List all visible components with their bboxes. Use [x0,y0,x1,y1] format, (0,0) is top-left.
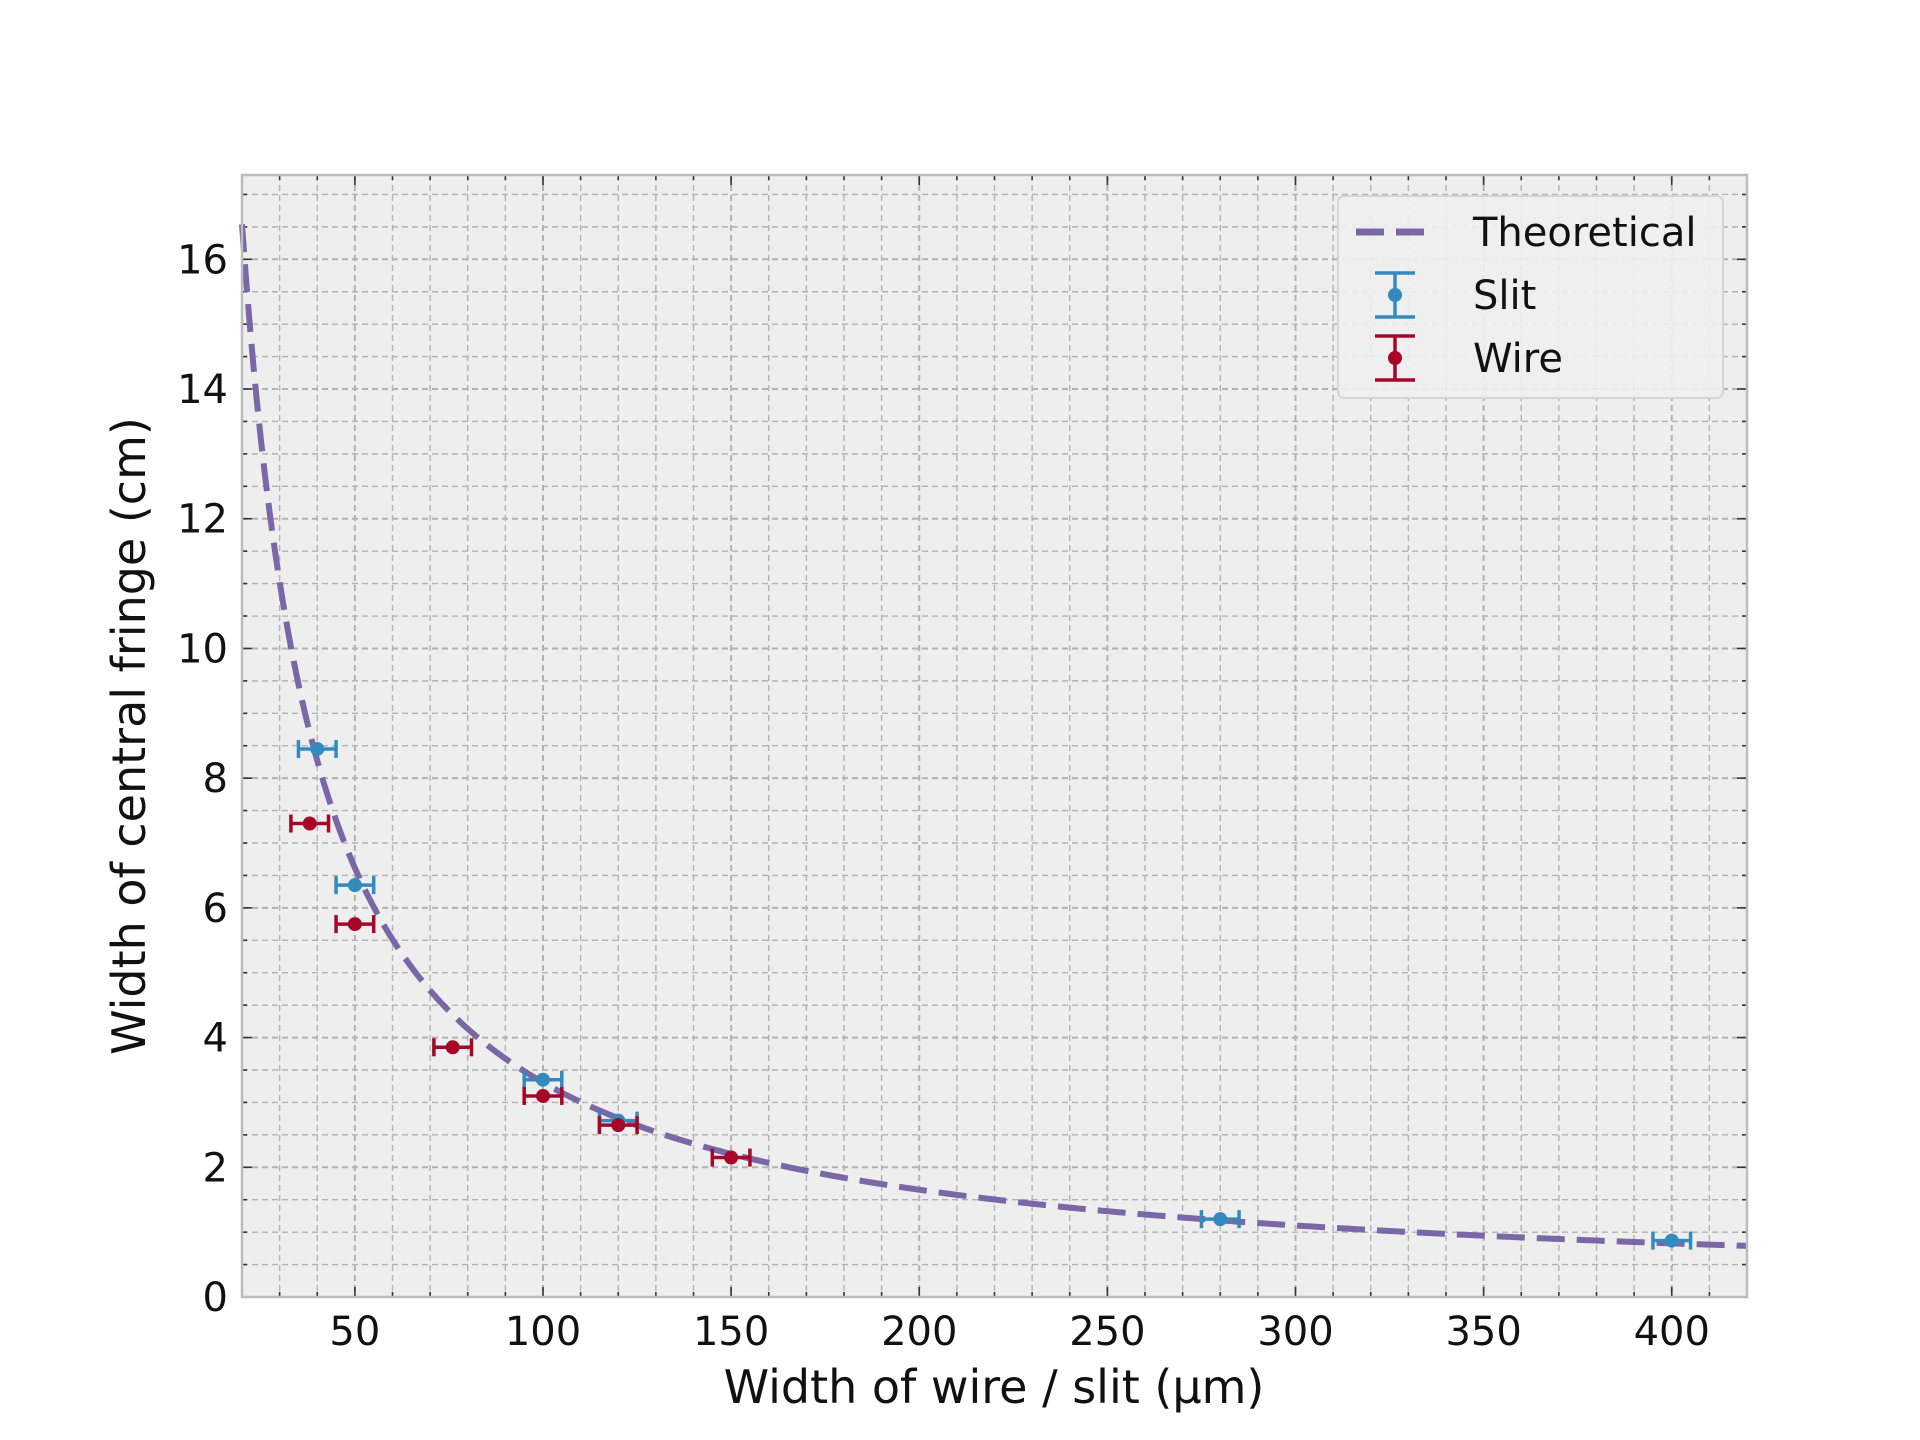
legend: Theoretical Slit Wire [1337,195,1724,399]
y-tick-label: 6 [203,886,228,932]
wire-marker [302,816,317,831]
wire-point [432,1038,474,1057]
wire-point [289,814,331,833]
wire-marker [536,1088,550,1103]
wire-legend-dot [1388,351,1402,365]
legend-wire-marker [1375,334,1415,382]
x-tick-label: 300 [1257,1309,1333,1355]
slit-marker [1664,1233,1679,1248]
legend-wire-label: Wire [1473,336,1563,382]
grid [242,175,1747,1297]
wire-marker [611,1118,626,1133]
wire-marker [347,917,362,932]
y-tick-label: 16 [177,237,228,283]
x-axis-label: Width of wire / slit (µm) [724,1360,1265,1414]
slit-point [334,876,376,895]
legend-theoretical-label: Theoretical [1472,210,1696,256]
theoretical-curve [239,224,1748,1249]
slit-marker [347,878,362,893]
slit-point [1651,1231,1693,1250]
y-tick-label: 12 [177,497,228,543]
x-tick-label: 250 [1069,1309,1145,1355]
data-points [289,739,1693,1250]
slit-point [296,739,338,758]
x-tick-label: 150 [693,1309,769,1355]
y-tick-label: 10 [177,626,228,672]
slit-marker [1213,1212,1228,1227]
x-tick-label: 100 [505,1309,581,1355]
y-tick-label: 14 [177,367,228,413]
wire-point [710,1148,752,1167]
slit-point [1199,1210,1241,1229]
x-tick-label: 50 [329,1309,380,1355]
theoretical-curve-group [239,224,1748,1249]
slit-legend-dot [1388,288,1402,302]
wire-point [597,1116,639,1135]
x-tick-label: 200 [881,1309,957,1355]
y-tick-label: 4 [203,1016,228,1062]
y-axis-label: Width of central fringe (cm) [102,417,156,1055]
slit-marker [536,1072,550,1087]
y-tick-label: 0 [203,1275,228,1321]
legend-slit-label: Slit [1473,273,1536,319]
slit-point [522,1070,564,1089]
wire-marker [445,1040,460,1055]
y-tick-label: 2 [203,1145,228,1191]
wire-marker [724,1150,739,1165]
wire-point [334,915,376,934]
x-tick-label: 350 [1445,1309,1521,1355]
legend-slit-marker [1375,271,1415,319]
slit-marker [310,741,325,756]
x-tick-label: 400 [1634,1309,1710,1355]
legend-box [1337,195,1724,399]
plot-frame [240,173,1749,1299]
tick-labels: 50 100 150 200 250 300 350 400 0 2 4 6 8 10 12 14 16 [177,237,1710,1355]
y-tick-label: 8 [203,756,228,802]
wire-point [522,1086,564,1105]
